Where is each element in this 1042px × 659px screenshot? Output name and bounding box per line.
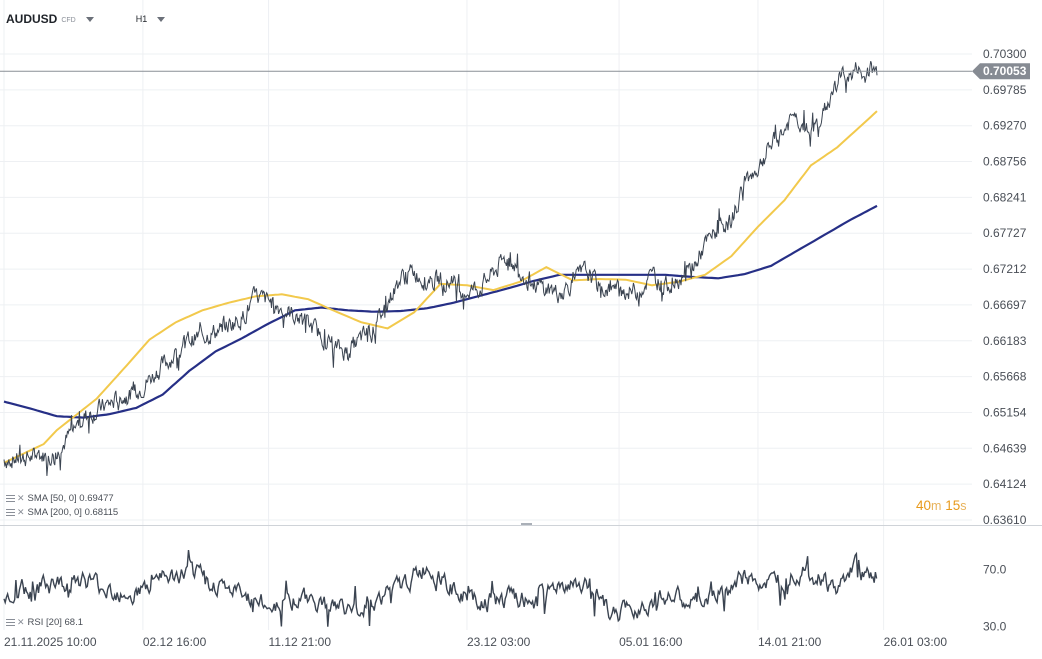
current-price-tag bbox=[972, 63, 1030, 80]
legend-rsi: ✕ RSI [20] 68.1 bbox=[6, 617, 83, 628]
legend-sma50-text: SMA [50, 0] 0.69477 bbox=[27, 493, 114, 504]
y-tick-label: 0.66183 bbox=[983, 334, 1027, 348]
countdown-seconds-unit: s bbox=[960, 499, 967, 513]
timeframe-label[interactable]: H1 bbox=[135, 14, 148, 24]
countdown-minutes: 40 bbox=[916, 498, 932, 513]
chevron-down-icon[interactable] bbox=[157, 16, 166, 22]
x-tick-label: 21.11.2025 10:00 bbox=[4, 635, 97, 649]
rsi-tick-label: 70.0 bbox=[983, 563, 1007, 577]
y-tick-label: 0.65668 bbox=[983, 370, 1027, 384]
current-price-label: 0.70053 bbox=[983, 64, 1027, 78]
legend-sma200: ✕ SMA [200, 0] 0.68115 bbox=[6, 507, 118, 518]
countdown-seconds: 15 bbox=[945, 498, 961, 513]
candle-countdown: 40m 15s bbox=[916, 498, 967, 513]
list-icon[interactable] bbox=[6, 494, 15, 503]
sma50-line bbox=[3, 110, 878, 464]
rsi-line bbox=[3, 550, 878, 627]
y-tick-label: 0.67212 bbox=[983, 262, 1027, 276]
symbol-badge: CFD bbox=[61, 16, 76, 24]
legend-sma50: ✕ SMA [50, 0] 0.69477 bbox=[6, 493, 114, 504]
sma200-line bbox=[3, 204, 878, 419]
rsi-tick-label: 30.0 bbox=[983, 620, 1007, 634]
chevron-down-icon[interactable] bbox=[85, 16, 94, 22]
x-tick-label: 26.01 03:00 bbox=[884, 635, 948, 649]
y-tick-label: 0.68241 bbox=[983, 190, 1027, 204]
list-icon[interactable] bbox=[6, 508, 15, 517]
countdown-minutes-unit: m bbox=[931, 499, 942, 513]
axis-labels: 0.70300 0.69785 0.69270 0.68756 0.68241 0.677… bbox=[4, 47, 1027, 649]
instrument-bar: AUDUSD CFD H1 bbox=[6, 10, 166, 28]
x-tick-label: 02.12 16:00 bbox=[143, 635, 207, 649]
chart-grid bbox=[0, 0, 972, 630]
panel-resize-handle[interactable] bbox=[521, 523, 532, 525]
y-tick-label: 0.66697 bbox=[983, 298, 1027, 312]
y-tick-label: 0.69785 bbox=[983, 83, 1027, 97]
y-tick-label: 0.70300 bbox=[983, 47, 1027, 61]
y-tick-label: 0.64124 bbox=[983, 477, 1027, 491]
close-icon[interactable]: ✕ bbox=[17, 617, 25, 627]
symbol-label[interactable]: AUDUSD bbox=[6, 12, 58, 26]
x-tick-label: 05.01 16:00 bbox=[619, 635, 683, 649]
y-tick-label: 0.67727 bbox=[983, 226, 1027, 240]
y-tick-label: 0.65154 bbox=[983, 405, 1027, 419]
x-tick-label: 11.12 21:00 bbox=[269, 635, 332, 649]
y-tick-label: 0.69270 bbox=[983, 119, 1027, 133]
close-icon[interactable]: ✕ bbox=[17, 493, 25, 503]
list-icon[interactable] bbox=[6, 618, 15, 627]
y-tick-label: 0.68756 bbox=[983, 155, 1027, 169]
series-layer bbox=[3, 61, 878, 627]
x-tick-label: 23.12 03:00 bbox=[467, 635, 531, 649]
y-tick-label: 0.63610 bbox=[983, 513, 1027, 527]
x-tick-label: 14.01 21:00 bbox=[758, 635, 822, 649]
price-line-layer: 0.70053 bbox=[0, 63, 1030, 80]
close-icon[interactable]: ✕ bbox=[17, 507, 25, 517]
legend-rsi-text: RSI [20] 68.1 bbox=[27, 617, 83, 628]
y-tick-label: 0.64639 bbox=[983, 441, 1027, 455]
price-line bbox=[3, 61, 878, 476]
legend-sma200-text: SMA [200, 0] 0.68115 bbox=[27, 507, 119, 518]
